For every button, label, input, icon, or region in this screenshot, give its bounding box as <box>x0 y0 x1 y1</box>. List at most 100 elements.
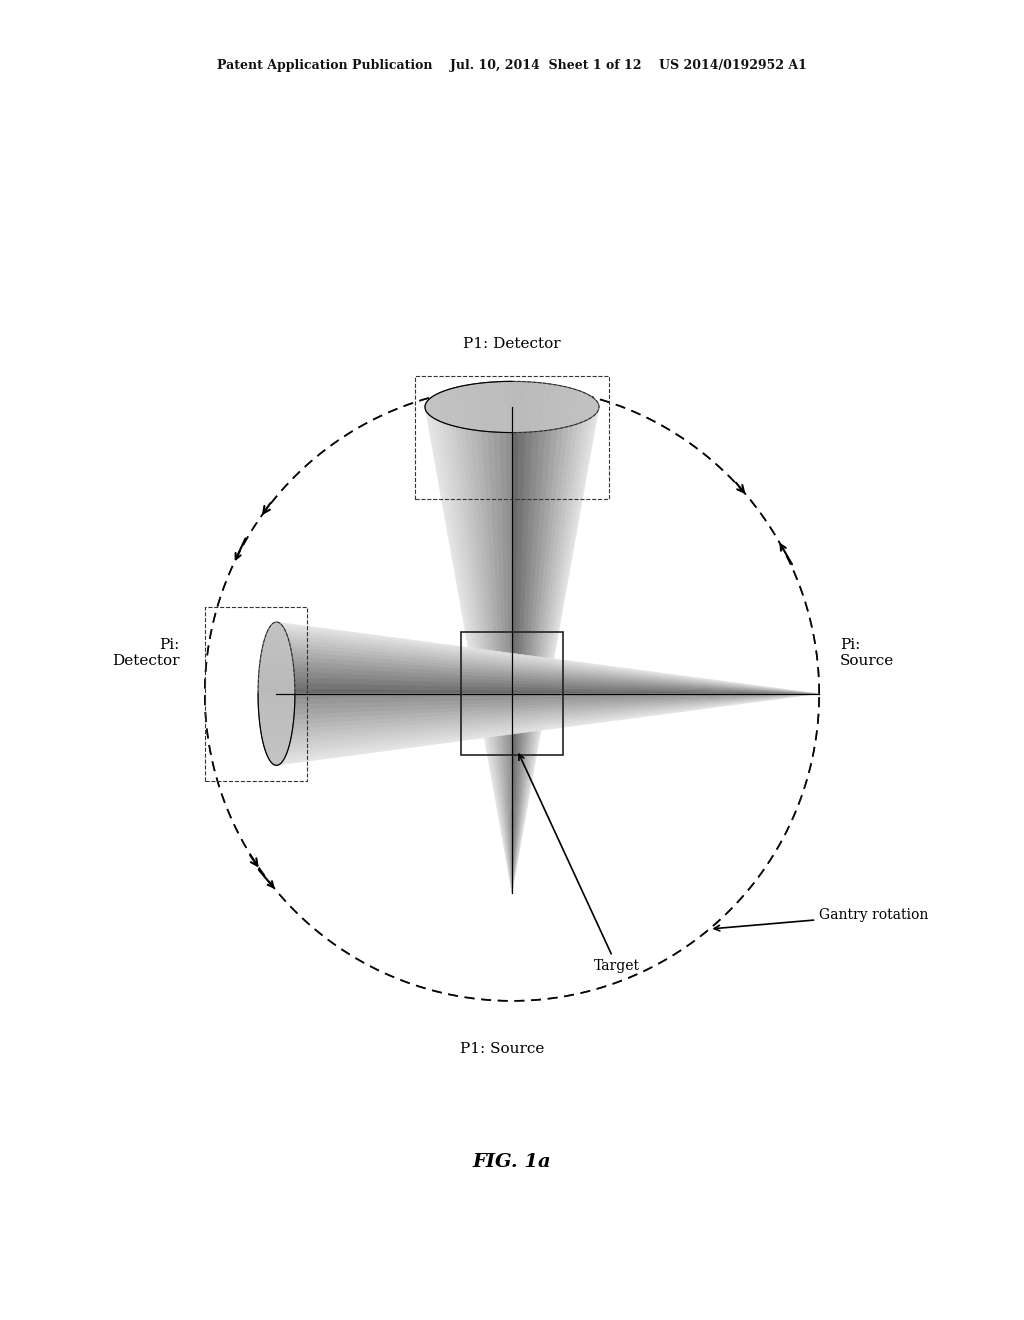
Polygon shape <box>456 387 512 894</box>
Polygon shape <box>294 694 819 715</box>
Bar <box>205 607 307 780</box>
Polygon shape <box>456 426 512 894</box>
Polygon shape <box>512 391 583 894</box>
Polygon shape <box>290 643 819 694</box>
Polygon shape <box>512 383 552 894</box>
Polygon shape <box>512 407 599 894</box>
Polygon shape <box>260 656 819 694</box>
Polygon shape <box>512 429 557 894</box>
Polygon shape <box>425 381 599 433</box>
Polygon shape <box>261 694 819 741</box>
Text: Pi:
Source: Pi: Source <box>840 638 894 668</box>
Polygon shape <box>261 647 819 694</box>
Polygon shape <box>278 694 819 766</box>
Polygon shape <box>265 632 819 694</box>
Text: FIG. 1a: FIG. 1a <box>473 1152 551 1171</box>
Polygon shape <box>512 413 597 894</box>
Polygon shape <box>292 652 819 694</box>
Polygon shape <box>467 384 512 894</box>
Polygon shape <box>259 667 819 694</box>
Polygon shape <box>426 401 512 894</box>
Polygon shape <box>505 433 512 894</box>
Polygon shape <box>512 409 599 894</box>
Polygon shape <box>294 667 819 694</box>
Polygon shape <box>512 422 583 894</box>
Polygon shape <box>263 639 819 694</box>
Polygon shape <box>478 430 512 894</box>
Polygon shape <box>267 694 819 758</box>
Polygon shape <box>288 636 819 694</box>
Polygon shape <box>512 387 568 894</box>
Polygon shape <box>262 694 819 744</box>
Polygon shape <box>273 622 819 694</box>
Polygon shape <box>512 389 579 894</box>
Polygon shape <box>427 413 512 894</box>
Polygon shape <box>293 661 819 694</box>
Polygon shape <box>434 418 512 894</box>
Polygon shape <box>278 622 819 694</box>
Polygon shape <box>431 417 512 894</box>
Polygon shape <box>280 623 819 694</box>
Polygon shape <box>276 694 819 766</box>
Polygon shape <box>512 411 598 894</box>
Polygon shape <box>258 694 819 715</box>
Polygon shape <box>512 403 599 894</box>
Polygon shape <box>512 425 573 894</box>
Polygon shape <box>478 383 512 894</box>
Polygon shape <box>472 383 512 894</box>
Polygon shape <box>512 381 519 894</box>
Polygon shape <box>292 694 819 735</box>
Text: Target: Target <box>519 754 640 973</box>
Polygon shape <box>512 381 525 894</box>
Polygon shape <box>434 393 512 894</box>
Polygon shape <box>512 399 597 894</box>
Polygon shape <box>281 694 819 763</box>
Polygon shape <box>512 388 573 894</box>
Polygon shape <box>492 381 512 894</box>
Text: Gantry rotation: Gantry rotation <box>714 908 929 931</box>
Polygon shape <box>512 426 568 894</box>
Text: Pi:
Detector: Pi: Detector <box>112 638 179 668</box>
Polygon shape <box>286 694 819 755</box>
Polygon shape <box>264 694 819 751</box>
Text: Patent Application Publication    Jul. 10, 2014  Sheet 1 of 12    US 2014/019295: Patent Application Publication Jul. 10, … <box>217 59 807 73</box>
Polygon shape <box>426 411 512 894</box>
Polygon shape <box>512 432 525 894</box>
Polygon shape <box>438 392 512 894</box>
Polygon shape <box>512 381 539 894</box>
Polygon shape <box>512 392 586 894</box>
Polygon shape <box>259 661 819 694</box>
Polygon shape <box>451 425 512 894</box>
Polygon shape <box>294 694 819 721</box>
Polygon shape <box>472 430 512 894</box>
Polygon shape <box>295 694 819 705</box>
Polygon shape <box>291 647 819 694</box>
Polygon shape <box>275 694 819 766</box>
Polygon shape <box>272 623 819 694</box>
Polygon shape <box>292 656 819 694</box>
Polygon shape <box>290 694 819 744</box>
Polygon shape <box>268 694 819 760</box>
Polygon shape <box>269 626 819 694</box>
Polygon shape <box>512 418 590 894</box>
Polygon shape <box>512 414 595 894</box>
Polygon shape <box>270 694 819 763</box>
Polygon shape <box>258 682 819 694</box>
Polygon shape <box>461 428 512 894</box>
Polygon shape <box>295 694 819 700</box>
Polygon shape <box>425 403 512 894</box>
Polygon shape <box>292 694 819 731</box>
Polygon shape <box>512 432 539 894</box>
Polygon shape <box>445 389 512 894</box>
Polygon shape <box>258 694 819 705</box>
Polygon shape <box>280 694 819 764</box>
Polygon shape <box>512 395 593 894</box>
Polygon shape <box>264 636 819 694</box>
Polygon shape <box>512 430 552 894</box>
Polygon shape <box>259 694 819 726</box>
Polygon shape <box>284 694 819 760</box>
Polygon shape <box>512 424 579 894</box>
Polygon shape <box>441 422 512 894</box>
Polygon shape <box>425 409 512 894</box>
Polygon shape <box>485 432 512 894</box>
